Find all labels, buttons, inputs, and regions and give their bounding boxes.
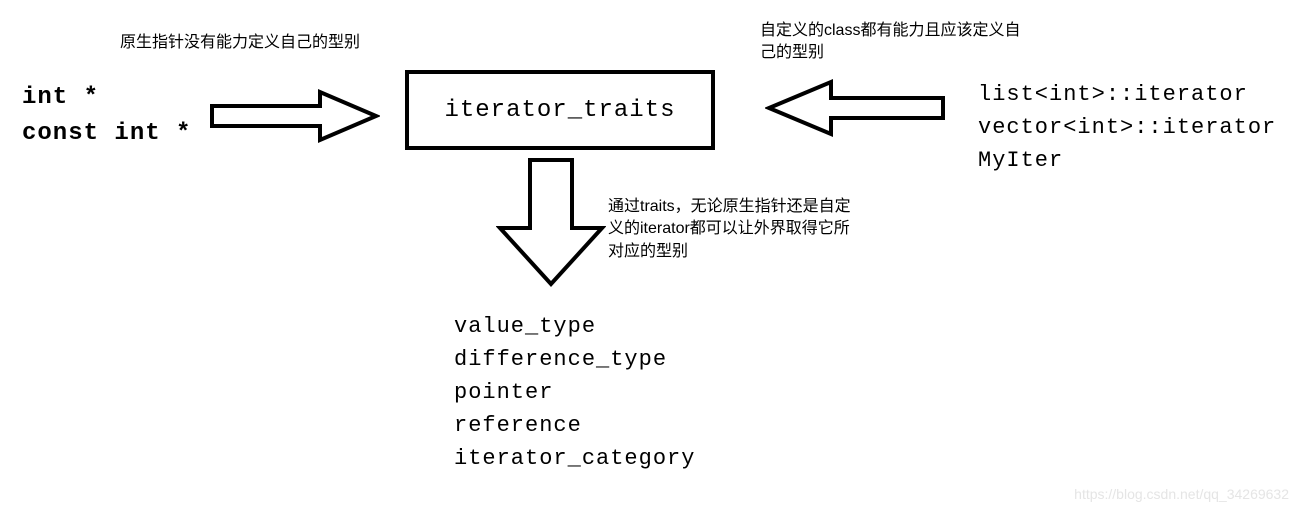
left-code-line: int * bbox=[22, 80, 191, 116]
bottom-code-line: difference_type bbox=[454, 343, 695, 376]
left-code-line: const int * bbox=[22, 116, 191, 152]
arrow-left-icon bbox=[765, 78, 945, 138]
watermark: https://blog.csdn.net/qq_34269632 bbox=[1074, 486, 1289, 502]
left-note: 原生指针没有能力定义自己的型别 bbox=[120, 32, 360, 54]
bottom-code: value_type difference_type pointer refer… bbox=[454, 310, 695, 475]
center-box: iterator_traits bbox=[405, 70, 715, 150]
right-code-line: vector<int>::iterator bbox=[978, 111, 1276, 144]
right-code-line: list<int>::iterator bbox=[978, 78, 1276, 111]
arrow-right-icon bbox=[210, 88, 380, 144]
bottom-code-line: value_type bbox=[454, 310, 695, 343]
right-note: 自定义的class都有能力且应该定义自己的型别 bbox=[760, 20, 1030, 65]
bottom-code-line: iterator_category bbox=[454, 442, 695, 475]
right-code-line: MyIter bbox=[978, 144, 1276, 177]
bottom-code-line: reference bbox=[454, 409, 695, 442]
bottom-note: 通过traits，无论原生指针还是自定义的iterator都可以让外界取得它所对… bbox=[608, 196, 858, 263]
left-code: int * const int * bbox=[22, 80, 191, 152]
arrow-down-icon bbox=[496, 158, 606, 288]
center-box-label: iterator_traits bbox=[444, 97, 675, 124]
right-code: list<int>::iterator vector<int>::iterato… bbox=[978, 78, 1276, 177]
bottom-code-line: pointer bbox=[454, 376, 695, 409]
